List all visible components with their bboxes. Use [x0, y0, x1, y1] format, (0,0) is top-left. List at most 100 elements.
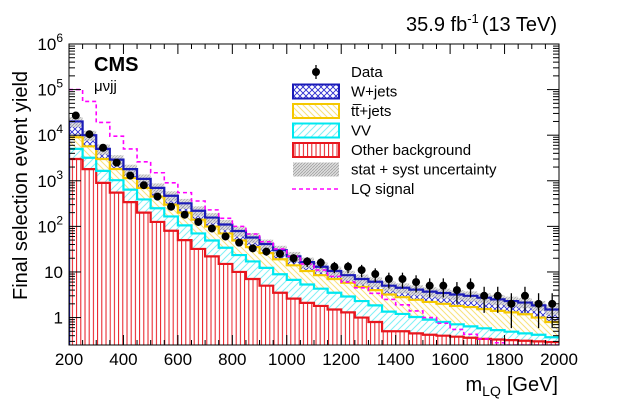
legend-label-sig: LQ signal — [351, 181, 414, 198]
other-bar-11 — [218, 263, 233, 345]
legend-entry-other: Other background — [292, 142, 471, 159]
other-bar-12 — [232, 271, 246, 345]
stack-outlines — [69, 120, 559, 345]
vv-bar-14 — [259, 267, 274, 286]
other-bar-24 — [395, 331, 410, 345]
other-bar-2 — [96, 182, 110, 345]
y-tick-label: 102 — [37, 213, 63, 236]
data-point-7 — [167, 202, 176, 211]
tt-bar-17 — [300, 270, 314, 285]
tt-bar-26 — [422, 301, 437, 320]
data-point-0 — [71, 111, 80, 120]
y-tick-label: 103 — [37, 168, 63, 191]
legend-entry-unc: stat + syst uncertainty — [293, 162, 497, 179]
vv-bar-15 — [273, 274, 287, 293]
other-bar-28 — [450, 336, 464, 345]
vv-bar-23 — [382, 311, 396, 332]
other-bar-21 — [354, 317, 369, 345]
data-point-30 — [480, 286, 489, 313]
vv-bar-27 — [436, 321, 451, 336]
other-bar-30 — [477, 338, 491, 345]
tt-bar-25 — [409, 299, 423, 317]
other-bar-1 — [82, 169, 97, 345]
data-points — [71, 111, 557, 329]
vv-bar-1 — [82, 157, 97, 170]
lumi-label: 35.9 fb-1 (13 TeV) — [406, 11, 557, 36]
vv-bar-17 — [300, 284, 314, 303]
vv-bar-5 — [137, 199, 151, 213]
vv-bar-34 — [531, 334, 546, 342]
vv-bar-30 — [477, 328, 491, 339]
data-point-25 — [412, 275, 421, 293]
y-tick-label: 105 — [37, 77, 63, 100]
other-bar-0 — [69, 159, 83, 345]
data-point-6 — [153, 192, 162, 201]
other-bar-32 — [504, 340, 519, 345]
tt-bar-0 — [69, 137, 83, 149]
lq-signal-path — [69, 88, 559, 345]
other-bar-26 — [422, 334, 437, 345]
vv-bar-18 — [314, 288, 328, 306]
other-bar-19 — [327, 309, 342, 345]
wj-outline — [69, 120, 559, 345]
tt-bar-14 — [259, 253, 274, 268]
vv-stack — [69, 148, 559, 343]
legend-entry-vv: VV — [292, 122, 371, 140]
vv-bar-35 — [545, 337, 559, 343]
vv-bar-29 — [463, 326, 478, 338]
tt-bar-6 — [150, 196, 165, 209]
x-tick-label: 800 — [218, 350, 246, 369]
vv-bar-32 — [504, 331, 519, 341]
vv-bar-7 — [164, 216, 178, 231]
data-point-29 — [466, 278, 475, 298]
y-axis-title: Final selection event yield — [10, 71, 32, 300]
vv-bar-0 — [69, 148, 83, 160]
other-bar-15 — [273, 292, 287, 345]
data-point-34 — [534, 293, 543, 329]
tt-bar-16 — [286, 265, 301, 280]
other-bar-22 — [368, 321, 383, 345]
data-point-14 — [262, 247, 271, 256]
y-tick-label: 1 — [54, 309, 63, 328]
legend-entry-wj: W+jets — [292, 83, 397, 101]
vv-bar-6 — [150, 208, 165, 222]
x-tick-label: 2000 — [540, 350, 578, 369]
data-point-17 — [303, 257, 312, 267]
other-bar-10 — [205, 256, 219, 345]
tt-bar-22 — [368, 290, 383, 306]
vv-bar-20 — [341, 296, 355, 313]
vv-bar-25 — [409, 316, 423, 334]
vv-bar-2 — [96, 170, 110, 183]
y-tick-label: 106 — [37, 31, 63, 54]
data-point-31 — [493, 286, 502, 313]
tt-bar-31 — [490, 310, 505, 331]
x-tick-label: 400 — [109, 350, 137, 369]
data-point-15 — [275, 249, 284, 259]
cms-label: CMS — [94, 54, 138, 76]
vv-bar-3 — [109, 180, 124, 193]
data-point-33 — [520, 286, 529, 313]
vv-bar-19 — [327, 292, 342, 310]
data-point-12 — [235, 238, 244, 247]
channel-label: μνjj — [94, 78, 117, 95]
x-tick-label: 200 — [55, 350, 83, 369]
data-point-11 — [221, 232, 230, 241]
other-bar-8 — [177, 240, 192, 345]
x-tick-label: 1800 — [486, 350, 524, 369]
data-point-21 — [357, 264, 366, 278]
tt-bar-18 — [314, 275, 328, 289]
data-point-20 — [344, 261, 353, 274]
vv-bar-4 — [123, 189, 138, 203]
other-bar-3 — [109, 192, 124, 345]
legend-label-other: Other background — [351, 142, 471, 159]
other-bar-29 — [463, 337, 478, 345]
data-point-23 — [384, 272, 393, 289]
tt-bar-19 — [327, 279, 342, 293]
other-bar-6 — [150, 221, 165, 345]
data-point-18 — [316, 258, 325, 269]
tt-bar-5 — [137, 187, 151, 200]
y-tick-label: 10 — [44, 263, 63, 282]
other-bar-34 — [531, 341, 546, 345]
tt-bar-27 — [436, 303, 451, 322]
tt-bar-15 — [273, 259, 287, 275]
